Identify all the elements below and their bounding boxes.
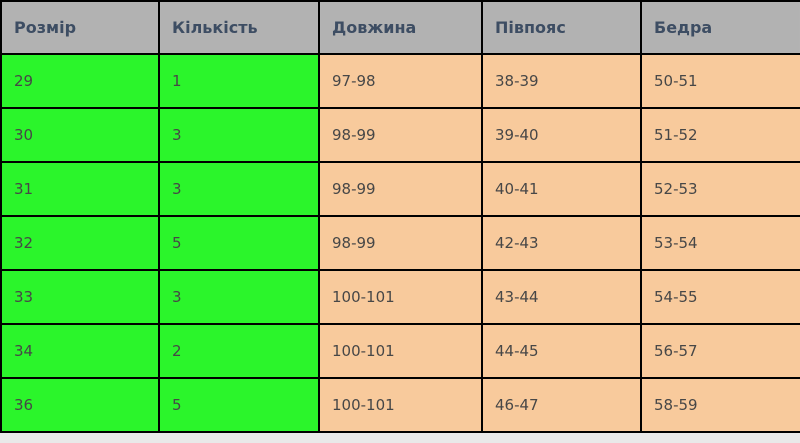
size-table: Розмір Кількість Довжина Півпояс Бедра 29 1 97… (0, 0, 800, 433)
cell-hips: 54-55 (640, 269, 800, 325)
cell-size: 29 (0, 53, 160, 109)
cell-quantity: 3 (158, 161, 320, 217)
cell-quantity: 5 (158, 377, 320, 433)
column-header-hips: Бедра (640, 0, 800, 55)
table-row: 29 1 97-98 38-39 50-51 (0, 53, 800, 109)
cell-length: 98-99 (318, 107, 483, 163)
cell-quantity: 2 (158, 323, 320, 379)
cell-half_waist: 40-41 (481, 161, 642, 217)
cell-size: 34 (0, 323, 160, 379)
cell-length: 100-101 (318, 377, 483, 433)
cell-length: 97-98 (318, 53, 483, 109)
table-row: 32 5 98-99 42-43 53-54 (0, 215, 800, 271)
cell-quantity: 1 (158, 53, 320, 109)
cell-size: 36 (0, 377, 160, 433)
cell-half_waist: 38-39 (481, 53, 642, 109)
table-row: 34 2 100-101 44-45 56-57 (0, 323, 800, 379)
cell-length: 98-99 (318, 161, 483, 217)
cell-hips: 51-52 (640, 107, 800, 163)
cell-hips: 58-59 (640, 377, 800, 433)
cell-half_waist: 39-40 (481, 107, 642, 163)
table-row: 31 3 98-99 40-41 52-53 (0, 161, 800, 217)
cell-length: 100-101 (318, 323, 483, 379)
cell-hips: 50-51 (640, 53, 800, 109)
cell-half_waist: 43-44 (481, 269, 642, 325)
cell-quantity: 5 (158, 215, 320, 271)
cell-half_waist: 46-47 (481, 377, 642, 433)
cell-length: 98-99 (318, 215, 483, 271)
cell-quantity: 3 (158, 107, 320, 163)
cell-hips: 53-54 (640, 215, 800, 271)
cell-hips: 56-57 (640, 323, 800, 379)
cell-size: 33 (0, 269, 160, 325)
table-row: 33 3 100-101 43-44 54-55 (0, 269, 800, 325)
column-header-quantity: Кількість (158, 0, 320, 55)
cell-hips: 52-53 (640, 161, 800, 217)
column-header-half_waist: Півпояс (481, 0, 642, 55)
cell-size: 31 (0, 161, 160, 217)
cell-size: 30 (0, 107, 160, 163)
table-row: 30 3 98-99 39-40 51-52 (0, 107, 800, 163)
table-body: 29 1 97-98 38-39 50-51 30 3 98-99 39-40 51-52 31 3 9… (0, 53, 800, 433)
cell-length: 100-101 (318, 269, 483, 325)
column-header-length: Довжина (318, 0, 483, 55)
cell-half_waist: 44-45 (481, 323, 642, 379)
table-row: 36 5 100-101 46-47 58-59 (0, 377, 800, 433)
cell-half_waist: 42-43 (481, 215, 642, 271)
column-header-size: Розмір (0, 0, 160, 55)
cell-size: 32 (0, 215, 160, 271)
cell-quantity: 3 (158, 269, 320, 325)
table-header-row: Розмір Кількість Довжина Півпояс Бедра (0, 0, 800, 55)
